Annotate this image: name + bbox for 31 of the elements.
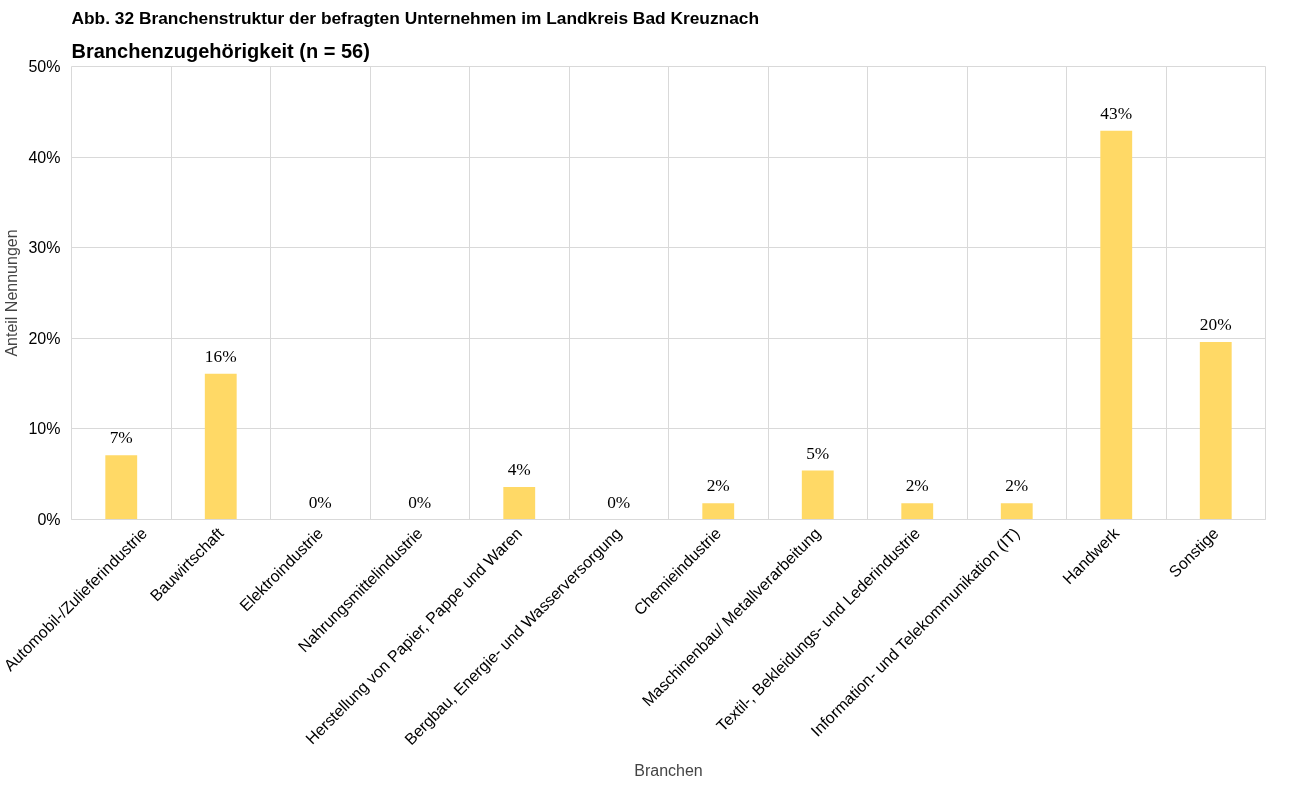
data-label: 2%	[1005, 476, 1029, 496]
x-axis-title: Branchen	[634, 762, 703, 780]
data-label: 0%	[308, 492, 332, 512]
data-label: 5%	[806, 443, 830, 463]
data-label: 4%	[507, 459, 531, 479]
bar	[503, 486, 536, 520]
data-label: 0%	[408, 492, 432, 512]
y-tick-label: 50%	[28, 58, 61, 75]
bar	[105, 455, 138, 520]
bar	[204, 373, 237, 520]
y-axis-title: Anteil Nennungen	[3, 229, 21, 357]
bar	[1000, 503, 1033, 520]
y-tick-label: 40%	[28, 148, 61, 166]
data-label: 2%	[706, 476, 730, 496]
bar	[801, 470, 834, 520]
bar	[901, 503, 934, 520]
y-tick-label: 0%	[37, 511, 61, 528]
data-label: 43%	[1100, 103, 1133, 123]
data-label: 20%	[1199, 314, 1232, 334]
y-tick-label: 20%	[28, 329, 61, 347]
data-label: 2%	[905, 476, 929, 496]
data-label: 16%	[204, 346, 237, 366]
y-tick-label: 10%	[28, 420, 61, 438]
chart-subtitle: Branchenzugehörigkeit (n = 56)	[71, 39, 370, 62]
data-label: 0%	[607, 492, 631, 512]
bar	[702, 503, 735, 520]
y-tick-label: 30%	[28, 239, 61, 257]
data-label: 7%	[109, 428, 133, 448]
bar	[1199, 341, 1232, 520]
bar	[1100, 130, 1133, 520]
chart-title: Abb. 32 Branchenstruktur der befragten Unternehmen im Landkreis Bad Kreuznach	[71, 7, 759, 28]
